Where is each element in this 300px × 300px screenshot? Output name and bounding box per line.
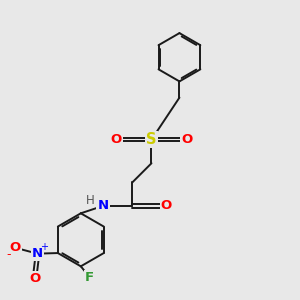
Text: N: N — [97, 200, 109, 212]
Text: O: O — [110, 133, 122, 146]
Text: O: O — [181, 133, 192, 146]
Text: O: O — [10, 241, 21, 254]
Text: F: F — [85, 271, 94, 284]
Text: N: N — [32, 247, 43, 260]
Text: O: O — [29, 272, 40, 285]
Text: H: H — [86, 194, 95, 207]
Text: +: + — [40, 242, 48, 252]
Text: -: - — [6, 248, 11, 261]
Text: O: O — [160, 200, 172, 212]
Text: S: S — [146, 132, 157, 147]
